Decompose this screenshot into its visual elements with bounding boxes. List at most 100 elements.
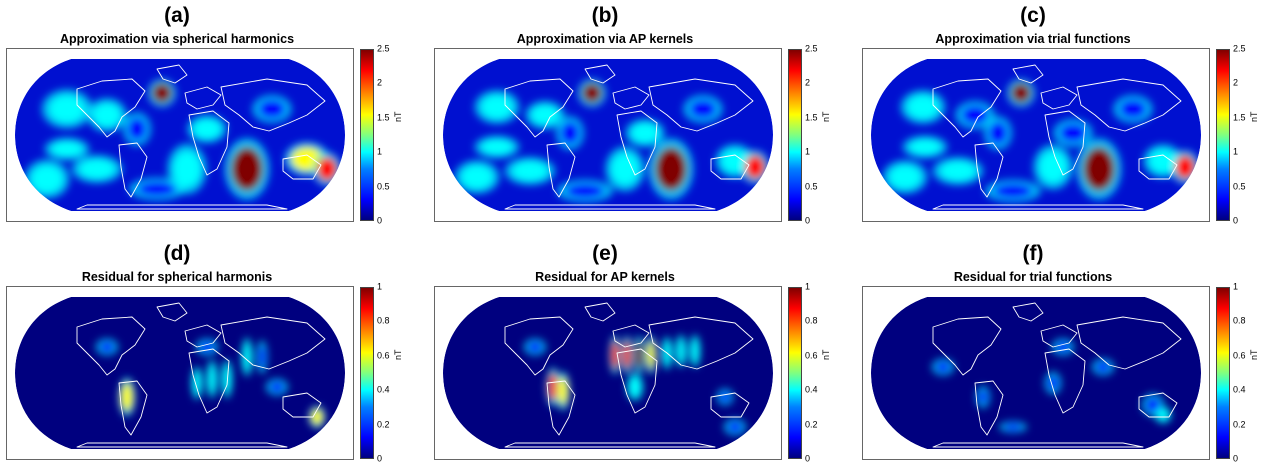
world-map — [6, 48, 354, 222]
colorbar-tick: 0.6 — [805, 350, 818, 361]
field-blob — [1157, 409, 1169, 421]
field-blob — [481, 95, 513, 119]
colorbar-tick: 0 — [805, 453, 811, 464]
field-blob — [79, 159, 115, 179]
panel-tag: (b) — [591, 4, 619, 27]
coastline — [1012, 302, 1044, 322]
colorbar-tick: 0.2 — [377, 419, 390, 430]
coastline — [156, 64, 188, 84]
field-blob — [258, 99, 286, 119]
coastline — [616, 110, 658, 176]
coastline — [282, 392, 322, 418]
coastline — [932, 78, 1002, 138]
coastline — [932, 316, 1002, 376]
field-blob — [317, 157, 337, 181]
coastline — [1044, 110, 1086, 176]
coastline — [184, 324, 222, 348]
map-svg — [443, 297, 773, 449]
coastlines — [932, 64, 1182, 210]
field-blob — [565, 183, 605, 199]
panel-title: Residual for trial functions — [953, 270, 1113, 284]
colorbar-unit: nT — [1249, 349, 1259, 360]
colorbar-tick: 1 — [377, 146, 383, 157]
coastline — [932, 442, 1144, 448]
colorbar-tick: 2 — [377, 77, 383, 88]
coastline — [504, 204, 716, 210]
coastline — [76, 316, 146, 376]
coastline — [974, 380, 1004, 436]
colorbar-tick: 0 — [377, 215, 383, 226]
colorbar-tick: 1 — [377, 281, 383, 292]
field-blob — [961, 105, 989, 125]
field-blob — [993, 183, 1033, 199]
colorbar-tick: 1.5 — [377, 112, 390, 123]
field-blob — [940, 161, 976, 181]
field-blob — [31, 165, 63, 193]
colorbar-ticks: 1 0.8 0.6 0.4 0.2 0 — [377, 282, 407, 463]
field-blob — [691, 339, 699, 363]
field-blob-peak — [662, 156, 680, 182]
field-blob — [193, 371, 201, 395]
field-blob — [127, 117, 147, 141]
field-blob — [647, 341, 655, 369]
colorbar-tick: 2.5 — [377, 43, 390, 54]
colorbar — [360, 287, 374, 459]
colorbar-unit: nT — [1249, 111, 1259, 122]
field-blob — [121, 383, 133, 411]
colorbar-tick: 2.5 — [1233, 43, 1246, 54]
field-blob — [481, 139, 513, 155]
field-blob — [208, 365, 216, 393]
colorbar-unit: nT — [393, 111, 403, 122]
coastline — [220, 78, 326, 132]
coastline — [932, 204, 1144, 210]
panel-e: (e) Residual for AP kernels 1 0.8 0.6 0.… — [430, 240, 831, 465]
field-blob — [1055, 341, 1071, 353]
coastline — [612, 324, 650, 348]
colorbar-tick: 0.2 — [805, 419, 818, 430]
field-blob-peak — [1090, 156, 1108, 182]
map-svg — [443, 59, 773, 211]
world-map — [434, 286, 782, 460]
colorbar-tick: 0.5 — [805, 181, 818, 192]
field-blob — [1145, 397, 1161, 413]
coastline — [1076, 78, 1182, 132]
panel-tag: (a) — [164, 4, 190, 27]
field-blob — [531, 105, 559, 125]
coastline — [1044, 348, 1086, 414]
coastlines — [932, 302, 1182, 448]
colorbar-ticks: 1 0.8 0.6 0.4 0.2 0 — [1233, 282, 1263, 463]
field-blob-peak — [156, 87, 168, 99]
panel-c: (c) Approximation via trial functions 2.… — [858, 2, 1259, 227]
coastline — [710, 392, 750, 418]
panel-tag: (e) — [592, 242, 618, 265]
field-blob — [907, 95, 939, 119]
coastline — [612, 86, 650, 110]
coastline — [546, 380, 576, 436]
coastline — [1040, 324, 1078, 348]
field-blob — [558, 377, 568, 405]
field-blob — [631, 123, 659, 143]
panel-b: (b) Approximation via AP kernels 2.5 2 1… — [430, 2, 831, 227]
colorbar-unit: nT — [393, 349, 403, 360]
colorbar-tick: 0.8 — [1233, 315, 1246, 326]
colorbar-tick: 1 — [1233, 281, 1239, 292]
field-blob — [258, 345, 266, 369]
coastline — [76, 442, 288, 448]
coastline — [118, 380, 148, 436]
field-blob — [527, 341, 543, 353]
coastlines — [504, 64, 754, 210]
field-blob — [199, 341, 215, 353]
field-blob — [978, 389, 988, 405]
field-blob-peak — [636, 347, 642, 363]
colorbar — [788, 49, 802, 221]
map-svg — [871, 59, 1201, 211]
panel-tag: (c) — [1020, 4, 1046, 27]
field-blob — [677, 339, 685, 363]
colorbar-tick: 0.6 — [1233, 350, 1246, 361]
field-blob — [1119, 99, 1147, 119]
field-blob — [727, 421, 743, 433]
coastline — [616, 348, 658, 414]
field-blob — [311, 409, 323, 425]
coastline — [648, 316, 754, 370]
coastline — [584, 64, 616, 84]
